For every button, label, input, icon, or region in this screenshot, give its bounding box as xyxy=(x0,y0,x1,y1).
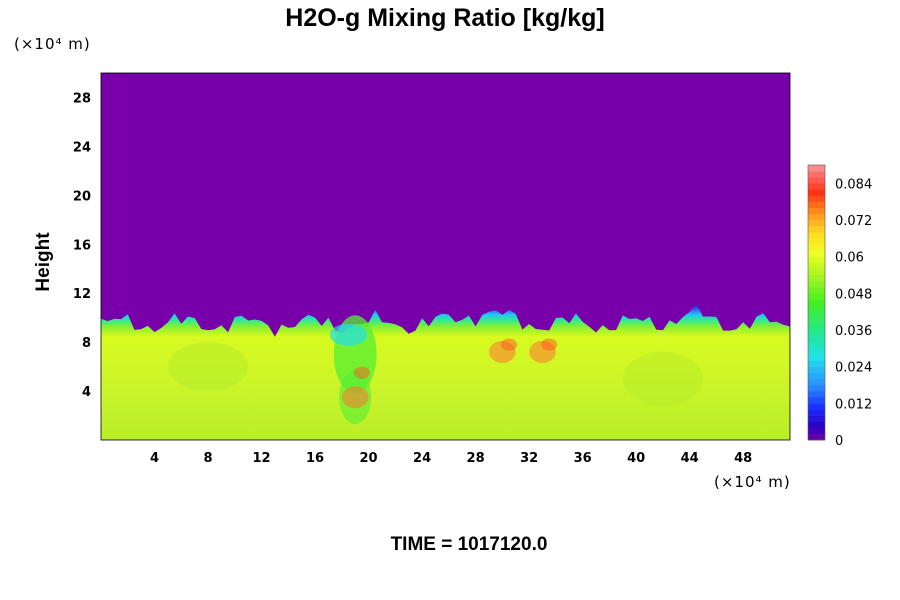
colorbar-frame xyxy=(807,164,826,441)
moisture-blob xyxy=(167,342,249,392)
x-tick-label: 28 xyxy=(467,451,485,466)
colorbar-tick-label: 0.084 xyxy=(835,177,872,192)
colorbar-segment xyxy=(808,354,825,361)
colorbar-segment xyxy=(808,244,825,251)
colorbar-segment xyxy=(808,409,825,416)
colorbar-segment xyxy=(808,195,825,202)
y-tick-label: 28 xyxy=(73,91,91,106)
y-tick-label: 20 xyxy=(73,189,91,204)
colorbar-segment xyxy=(808,293,825,300)
colorbar-tick-label: 0 xyxy=(835,434,843,449)
time-label: TIME = 1017120.0 xyxy=(391,534,548,555)
y-tick-label: 4 xyxy=(82,385,91,400)
colorbar-segment xyxy=(808,366,825,374)
x-tick-label: 12 xyxy=(252,451,270,466)
colorbar-segment xyxy=(808,262,825,270)
colorbar-segment xyxy=(808,342,825,349)
colorbar-segment xyxy=(808,299,825,306)
colorbar-segment xyxy=(808,183,825,190)
x-tick-label: 20 xyxy=(360,451,378,466)
x-tick-label: 48 xyxy=(734,451,752,466)
x-tick-label: 44 xyxy=(681,451,699,466)
colorbar-segment xyxy=(808,372,825,380)
colorbar-tick-label: 0.024 xyxy=(835,361,872,376)
colorbar-segment xyxy=(808,268,825,276)
moisture-blob xyxy=(353,366,370,379)
colorbar-segment xyxy=(808,311,825,319)
colorbar-segment xyxy=(808,360,825,367)
colorbar-ticks: 0 0.012 0.024 0.036 0.048 0.06 0.072 0.084 xyxy=(835,177,872,449)
colorbar-segment xyxy=(808,391,825,398)
colorbar-segment xyxy=(808,330,825,337)
colorbar-segment xyxy=(808,348,825,355)
moisture-blob xyxy=(341,386,369,409)
colorbar-segment xyxy=(808,213,825,221)
colorbar-segment xyxy=(808,165,825,172)
colorbar-tick-label: 0.048 xyxy=(835,287,872,302)
colorbar-segment xyxy=(808,397,825,404)
colorbar-tick-label: 0.072 xyxy=(835,214,872,229)
colorbar-segment xyxy=(808,403,825,410)
colorbar-tick-label: 0.06 xyxy=(835,251,864,266)
chart-title: H2O-g Mixing Ratio [kg/kg] xyxy=(285,4,604,32)
x-axis-unit-label: (×10⁴ m) xyxy=(714,473,791,491)
colorbar-segment xyxy=(808,275,825,282)
x-tick-label: 32 xyxy=(520,451,538,466)
colorbar-segment xyxy=(808,201,825,209)
moisture-blob xyxy=(622,351,704,406)
y-tick-label: 12 xyxy=(73,287,91,302)
colorbar-segment xyxy=(808,317,825,325)
colorbar-segment xyxy=(808,238,825,245)
colorbar-segment xyxy=(808,305,825,312)
colorbar-segment xyxy=(808,256,825,264)
colorbar-segment xyxy=(808,226,825,233)
x-tick-label: 36 xyxy=(574,451,592,466)
moist-lower-region xyxy=(101,303,790,440)
plot-frame xyxy=(100,72,791,441)
y-tick-label: 16 xyxy=(73,238,91,253)
colorbar-segment xyxy=(808,378,825,386)
colorbar-segment xyxy=(808,189,825,196)
colorbar-segment xyxy=(808,385,825,392)
moisture-blob xyxy=(329,323,368,346)
colorbar-segment xyxy=(808,220,825,227)
colorbar-segment xyxy=(808,421,825,429)
colorbar-tick-label: 0.036 xyxy=(835,324,872,339)
colorbar-segment xyxy=(808,171,825,178)
moisture-blob xyxy=(541,338,558,351)
plot-area xyxy=(101,73,790,440)
x-tick-label: 8 xyxy=(204,451,213,466)
x-axis-ticks: 4 8 12 16 20 24 28 32 36 40 44 48 xyxy=(150,451,752,466)
colorbar-segment xyxy=(808,250,825,257)
y-axis-title: Height xyxy=(33,232,54,292)
colorbar-segment xyxy=(808,433,825,441)
colorbar-segment xyxy=(808,427,825,435)
x-tick-label: 16 xyxy=(306,451,324,466)
colorbar-segment xyxy=(808,336,825,343)
x-tick-label: 4 xyxy=(150,451,159,466)
y-axis-ticks: 4 8 12 16 20 24 28 xyxy=(73,91,91,400)
y-tick-label: 8 xyxy=(82,336,91,351)
colorbar-segment xyxy=(808,177,825,184)
colorbar-segment xyxy=(808,415,825,422)
y-tick-label: 24 xyxy=(73,140,91,155)
y-axis-unit-label: (×10⁴ m) xyxy=(14,35,91,53)
colorbar-segment xyxy=(808,232,825,239)
colorbar-segment xyxy=(808,287,825,294)
colorbar-segment xyxy=(808,323,825,331)
moisture-blobs xyxy=(167,315,704,425)
colorbar-segment xyxy=(808,207,825,215)
colorbar xyxy=(807,164,826,441)
x-tick-label: 24 xyxy=(413,451,431,466)
colorbar-segment xyxy=(808,281,825,288)
colorbar-tick-label: 0.012 xyxy=(835,397,872,412)
x-tick-label: 40 xyxy=(627,451,645,466)
moisture-blob xyxy=(501,338,518,351)
